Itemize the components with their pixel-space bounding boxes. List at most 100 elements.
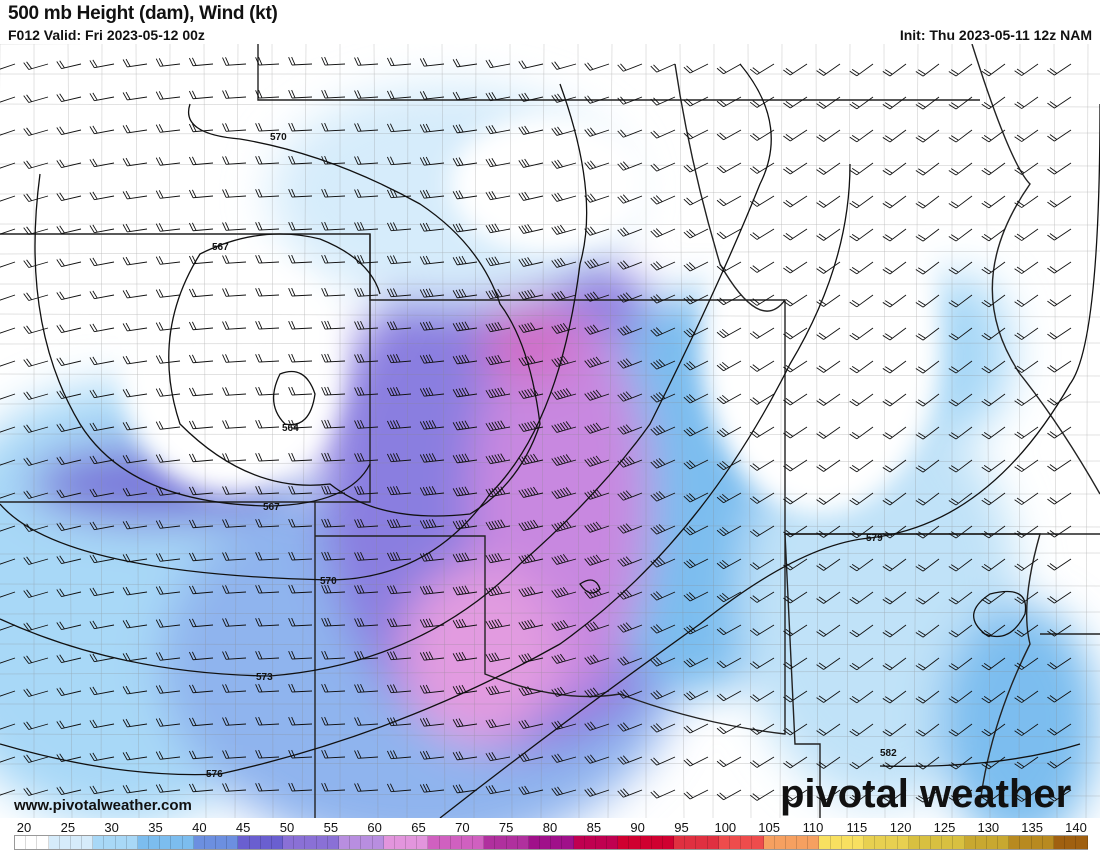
wind-barb <box>650 129 676 139</box>
wind-barb <box>89 125 115 135</box>
wind-barb <box>617 260 643 270</box>
wind-barb <box>1047 492 1072 505</box>
wind-barb <box>915 525 940 539</box>
wind-barb <box>89 785 115 795</box>
wind-barb <box>749 162 775 174</box>
colorbar-tick: 55 <box>323 820 339 835</box>
wind-barb <box>650 657 676 667</box>
wind-barb <box>716 327 742 339</box>
wind-barb <box>915 63 940 77</box>
wind-barb <box>584 721 610 731</box>
wind-barb <box>255 716 280 726</box>
wind-barb <box>816 558 841 571</box>
wind-barb <box>387 123 412 133</box>
wind-barb <box>56 720 82 730</box>
wind-barb <box>551 224 577 235</box>
wind-barb <box>0 689 16 698</box>
wind-barb <box>551 388 577 400</box>
wind-barb <box>716 558 742 570</box>
wind-barb <box>23 127 49 136</box>
wind-barb <box>485 486 511 498</box>
wind-barb <box>288 452 313 462</box>
wind-barb <box>981 129 1006 143</box>
wind-barb <box>485 718 511 729</box>
wind-barb <box>155 322 181 331</box>
wind-barb <box>816 327 841 340</box>
wind-barb <box>155 652 181 661</box>
wind-barb <box>122 751 148 761</box>
wind-barb <box>981 162 1006 176</box>
wind-barb <box>716 756 742 768</box>
wind-barb <box>23 655 49 664</box>
wind-barb <box>749 228 775 240</box>
colorbar-tick: 30 <box>104 820 119 835</box>
wind-barb <box>122 388 148 398</box>
wind-barb <box>288 353 313 363</box>
wind-barb <box>255 551 280 561</box>
wind-barb <box>882 723 907 737</box>
wind-barb <box>255 56 280 66</box>
wind-barb <box>188 552 214 562</box>
wind-barb <box>419 91 445 100</box>
wind-barb <box>915 591 940 605</box>
wind-barb <box>816 690 841 703</box>
wind-barb <box>155 256 181 265</box>
colorbar-swatch <box>126 836 138 849</box>
wind-barb <box>354 452 379 462</box>
wind-barb <box>948 789 973 803</box>
wind-barb <box>122 586 148 596</box>
wind-barb <box>749 426 775 438</box>
wind-barb <box>1014 492 1039 505</box>
wind-barb <box>849 393 874 407</box>
wind-barb <box>0 359 16 368</box>
wind-barb <box>551 553 577 565</box>
wind-barb <box>288 518 313 528</box>
contour-label: 573 <box>256 672 273 683</box>
colorbar-swatch <box>417 836 429 849</box>
wind-barb <box>584 554 610 566</box>
wind-barb <box>749 459 775 471</box>
weather-map[interactable]: 570 567 564 567 570 573 576 579 582 <box>0 44 1100 818</box>
wind-barb <box>650 756 676 766</box>
wind-barb <box>1014 228 1039 241</box>
wind-barb <box>882 393 907 407</box>
wind-barb <box>1047 756 1072 769</box>
wind-barb <box>321 419 346 429</box>
wind-barb <box>56 225 82 235</box>
colorbar-swatch <box>528 836 541 849</box>
wind-barb <box>1047 459 1072 472</box>
colorbar-tick: 95 <box>674 820 689 835</box>
wind-barb <box>816 195 841 208</box>
wind-barb <box>915 789 940 803</box>
wind-barb <box>387 519 412 529</box>
wind-barb <box>321 56 346 66</box>
wind-barb <box>354 287 379 297</box>
wind-barb <box>650 261 676 271</box>
colorbar-swatch <box>406 836 418 849</box>
wind-barb <box>849 96 874 110</box>
wind-barb <box>584 422 610 434</box>
wind-barb <box>387 57 412 67</box>
wind-barb <box>716 162 742 174</box>
wind-barb <box>255 320 280 330</box>
wind-barb <box>452 387 478 398</box>
wind-barb <box>650 425 676 436</box>
header: 500 mb Height (dam), Wind (kt) F012 Vali… <box>0 0 1100 44</box>
wind-barb <box>551 159 577 169</box>
wind-barb <box>584 258 610 269</box>
wind-barb <box>89 752 115 762</box>
colorbar-swatch <box>193 836 205 849</box>
wind-barb <box>419 189 445 199</box>
wind-barb <box>354 485 379 495</box>
wind-barb <box>915 360 940 374</box>
wind-barb <box>882 195 907 209</box>
wind-barb <box>882 228 907 242</box>
colorbar-swatch <box>394 836 407 849</box>
wind-barb <box>650 294 676 304</box>
wind-barb <box>915 426 940 440</box>
wind-barb <box>1014 96 1039 109</box>
wind-barb <box>452 58 478 68</box>
colorbar-swatch <box>1031 836 1043 849</box>
wind-barb <box>387 618 412 628</box>
wind-barb <box>683 789 709 800</box>
